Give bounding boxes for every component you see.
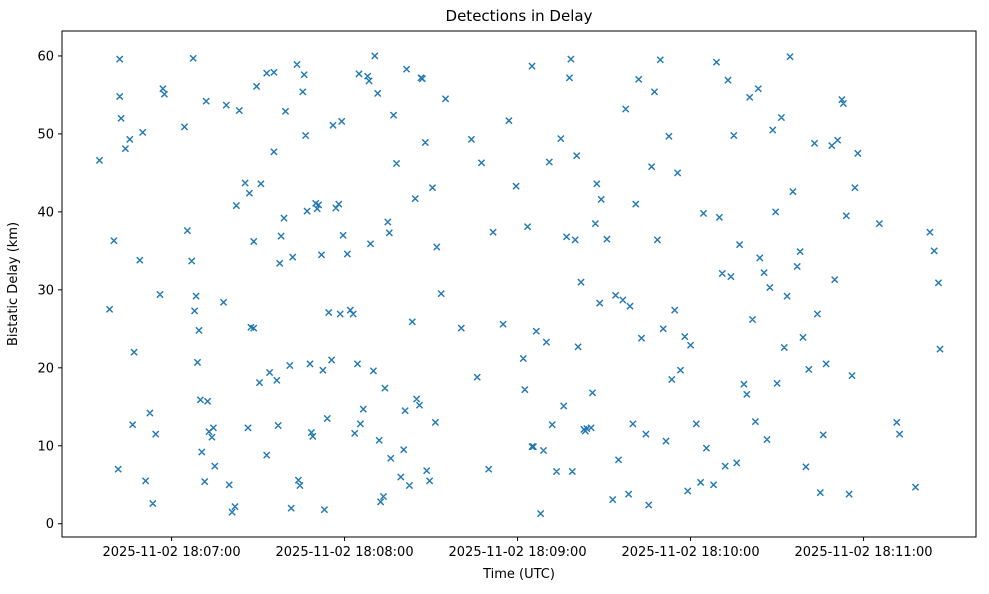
y-tick-label: 50: [37, 127, 54, 142]
axis-ticks: 2025-11-02 18:07:00 2025-11-02 18:08:00 20…: [37, 49, 932, 560]
y-tick-label: 0: [46, 517, 54, 532]
scatter-points: [95, 52, 944, 518]
chart-title: Detections in Delay: [446, 7, 593, 25]
x-tick-label: 2025-11-02 18:11:00: [795, 545, 933, 560]
y-tick-label: 10: [37, 439, 54, 454]
y-axis-label: Bistatic Delay (km): [6, 222, 21, 346]
y-tick-label: 60: [37, 49, 54, 64]
x-tick-label: 2025-11-02 18:08:00: [276, 545, 414, 560]
x-tick-label: 2025-11-02 18:07:00: [103, 545, 241, 560]
y-tick-label: 30: [37, 283, 54, 298]
x-tick-label: 2025-11-02 18:10:00: [622, 545, 760, 560]
plot-area: [61, 30, 977, 538]
y-tick-label: 20: [37, 361, 54, 376]
y-tick-label: 40: [37, 205, 54, 220]
x-axis-label: Time (UTC): [482, 567, 555, 582]
scatter-marker-path: [95, 52, 944, 518]
x-tick-label: 2025-11-02 18:09:00: [449, 545, 587, 560]
